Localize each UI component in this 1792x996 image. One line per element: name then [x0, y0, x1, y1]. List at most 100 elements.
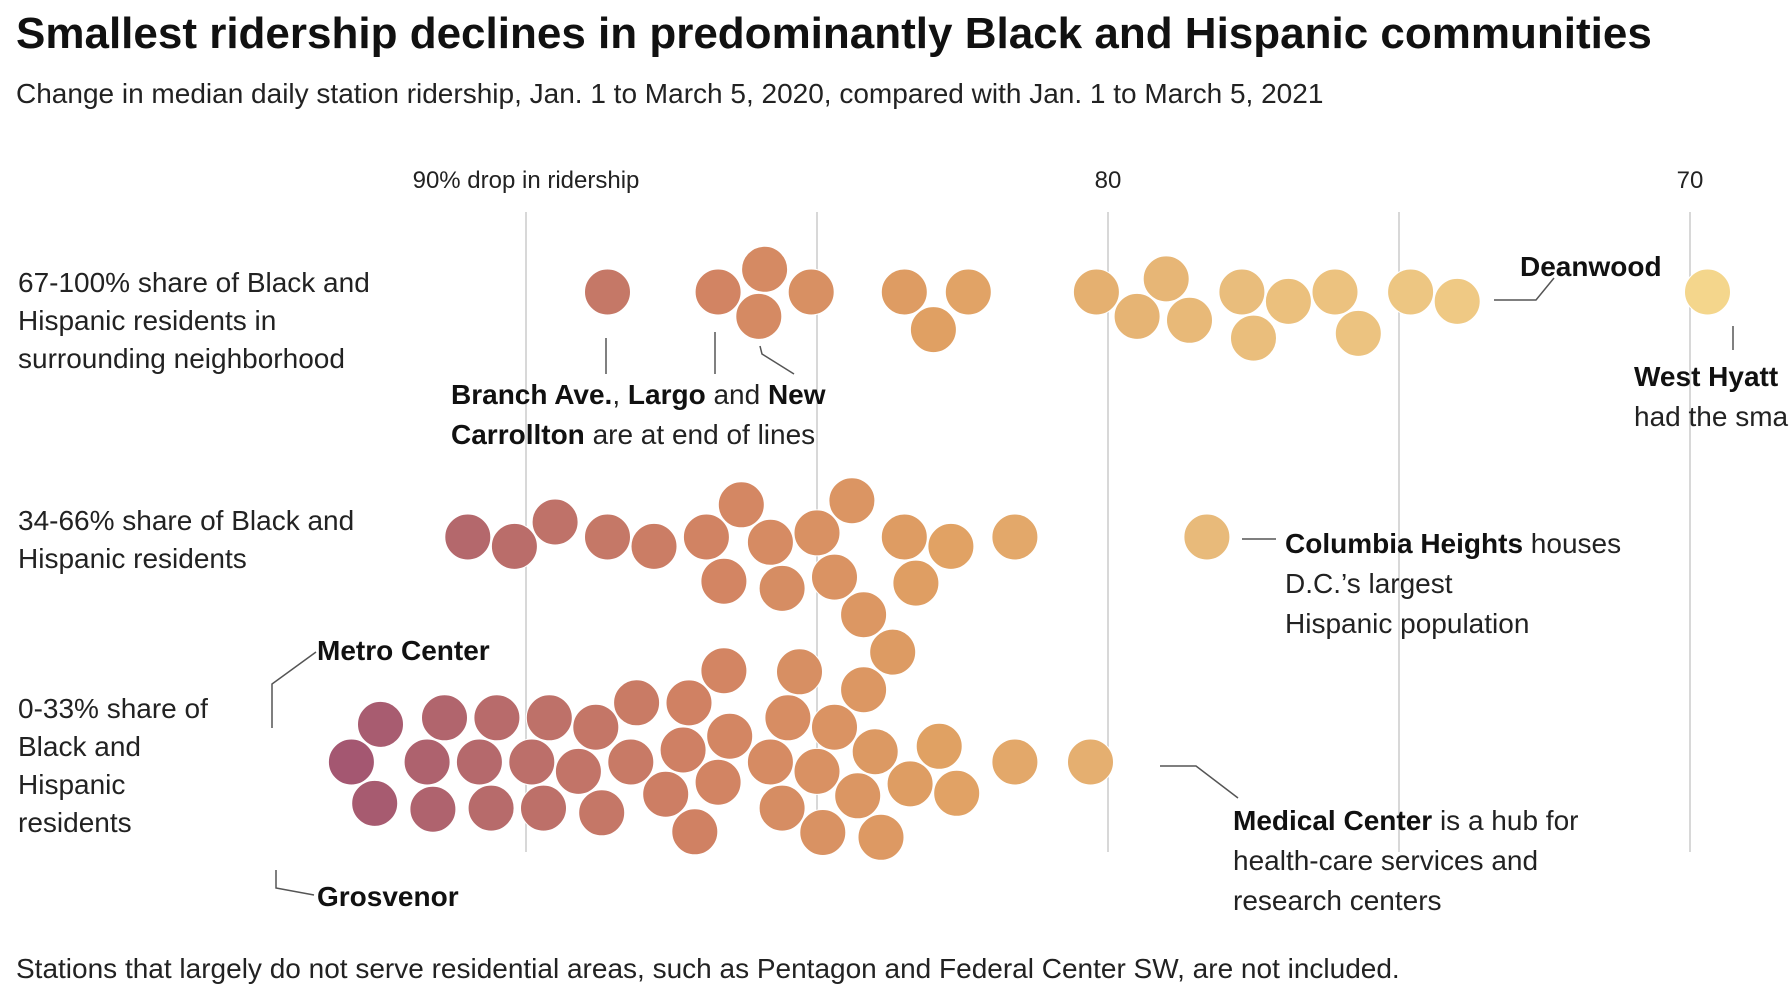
annotation-grosvenor-name: Grosvenor	[317, 881, 459, 912]
station-dot-row-3-29	[799, 809, 847, 856]
annotation-columbia-name: Columbia Heights	[1285, 528, 1523, 559]
station-dot-row-1-3	[787, 268, 835, 316]
station-dot-row-1-6	[944, 268, 992, 316]
row-label-1: 67-100% share of Black and Hispanic resi…	[18, 267, 370, 374]
station-dot-row-3-8	[467, 784, 515, 832]
annotation-west-hyatt: West Hyatt had the sma	[1634, 361, 1789, 432]
station-dot-row-3-9	[508, 738, 556, 786]
station-dot-row-3-31	[840, 666, 888, 714]
x-tick-label-70: 70	[1677, 167, 1704, 194]
row-label-3-line-3: Hispanic	[18, 769, 125, 800]
station-dot-row-2-10	[793, 509, 841, 557]
station-dot-row-1-17	[1387, 268, 1435, 316]
station-dot-row-2-13	[840, 591, 888, 639]
annotation-metro-center: Metro Center	[317, 635, 490, 666]
station-dot-row-3-38	[933, 769, 981, 817]
station-dot-row-3-15	[607, 738, 655, 786]
station-dot-row-3-30	[811, 703, 858, 751]
station-dot-row-3-16	[613, 679, 661, 727]
station-dot-row-3-13	[572, 703, 620, 751]
annotation-end-of-lines-text: are at end of lines	[593, 419, 816, 450]
annotation-leaders	[271, 277, 1734, 896]
row-label-3-line-4: residents	[18, 807, 132, 838]
annotation-carrollton: Carrollton	[451, 419, 585, 450]
station-dot-row-3-14	[578, 789, 626, 837]
annotation-columbia-line-1: Columbia Heights houses	[1285, 528, 1621, 559]
station-dot-row-3-36	[886, 760, 934, 808]
station-dot-row-2-16	[927, 522, 975, 570]
station-dot-row-3-3	[403, 738, 451, 786]
annotation-end-of-lines-line-2: Carrollton are at end of lines	[451, 419, 815, 450]
leader-medical-center	[1160, 765, 1239, 799]
footnote: Stations that largely do not serve resid…	[16, 953, 1400, 984]
annotation-columbia-line-3: Hispanic population	[1285, 608, 1529, 639]
row-label-2: 34-66% share of Black and Hispanic resid…	[18, 505, 354, 574]
row-label-2-line-1: 34-66% share of Black and	[18, 505, 354, 536]
station-dot-row-1-12	[1218, 268, 1266, 316]
station-dot-row-3-17	[642, 770, 690, 818]
station-dot-row-3-12	[554, 747, 602, 795]
annotation-branch-largo-carrollton: Branch Ave., Largo and New Carrollton ar…	[451, 379, 826, 450]
station-dot-row-2-9	[758, 564, 806, 612]
station-dot-row-3-25	[758, 784, 806, 832]
station-dot-row-2-14	[892, 559, 940, 607]
station-dot-row-3-5	[409, 785, 457, 833]
annotation-deanwood: Deanwood	[1520, 251, 1662, 282]
station-dot-row-2-4	[630, 522, 678, 570]
row-label-2-line-2: Hispanic residents	[18, 543, 247, 574]
x-tick-label-80: 80	[1095, 167, 1122, 194]
annotation-new: New	[768, 379, 826, 410]
station-dot-row-2-15	[880, 513, 928, 561]
station-dot-row-3-0	[327, 738, 375, 786]
station-dot-row-2-0	[444, 513, 492, 561]
station-dot-row-2-8	[746, 518, 794, 566]
annotation-columbia-line-2: D.C.’s largest	[1285, 568, 1453, 599]
station-dot-row-3-11	[525, 694, 573, 742]
station-dot-row-2-18	[1183, 513, 1231, 561]
station-dot-row-3-4	[421, 694, 468, 742]
leader-grosvenor	[275, 870, 315, 896]
station-dot-row-3-21	[694, 758, 742, 806]
station-dot-row-1-10	[1166, 296, 1213, 344]
annotation-medical-name: Medical Center	[1233, 805, 1432, 836]
station-dot-row-3-1	[351, 779, 399, 827]
station-dot-row-3-27	[776, 648, 823, 696]
row-label-1-line-1: 67-100% share of Black and	[18, 267, 370, 298]
station-dot-row-3-40	[1067, 738, 1114, 786]
station-dot-row-3-33	[834, 772, 882, 820]
station-dot-row-3-32	[851, 728, 899, 776]
annotation-west-hyatt-line-1: West Hyatt	[1634, 361, 1778, 392]
annotation-medical-center: Medical Center is a hub for health-care …	[1233, 805, 1578, 916]
station-dot-row-2-11	[811, 553, 858, 601]
station-dot-row-3-39	[991, 738, 1039, 786]
station-dot-row-3-2	[357, 700, 404, 748]
annotation-metro-center-name: Metro Center	[317, 635, 490, 666]
station-dot-row-1-11	[1142, 255, 1190, 303]
leader-new-carrollton	[759, 345, 795, 375]
station-dot-row-1-19	[1684, 268, 1731, 316]
station-dot-row-3-22	[706, 712, 754, 760]
leader-metro-center	[271, 651, 317, 728]
station-dot-row-1-7	[909, 306, 957, 354]
station-dot-row-1-1	[694, 268, 742, 316]
station-dot-row-2-1	[490, 522, 538, 570]
station-dot-row-1-5	[880, 268, 928, 316]
annotation-columbia-heights: Columbia Heights houses D.C.’s largest H…	[1285, 528, 1621, 639]
annotation-and: and	[713, 379, 760, 410]
annotation-west-hyatt-name: West Hyatt	[1634, 361, 1778, 392]
station-dot-row-3-23	[700, 647, 748, 695]
annotation-largo: Largo	[628, 379, 706, 410]
station-dot-row-3-37	[915, 722, 963, 770]
annotation-end-of-lines-line-1: Branch Ave., Largo and New	[451, 379, 826, 410]
leader-deanwood	[1494, 277, 1555, 301]
station-dot-row-2-5	[682, 513, 730, 561]
annotation-medical-line-3: research centers	[1233, 885, 1442, 916]
annotation-columbia-rest: houses	[1531, 528, 1621, 559]
station-dot-row-1-14	[1230, 314, 1277, 362]
station-dot-row-1-16	[1334, 309, 1382, 357]
station-dot-row-3-20	[671, 808, 719, 856]
station-dot-row-2-12	[828, 477, 876, 525]
row-label-1-line-2: Hispanic residents in	[18, 305, 276, 336]
chart-title: Smallest ridership declines in predomina…	[16, 9, 1652, 58]
station-dot-row-1-4	[735, 292, 783, 340]
